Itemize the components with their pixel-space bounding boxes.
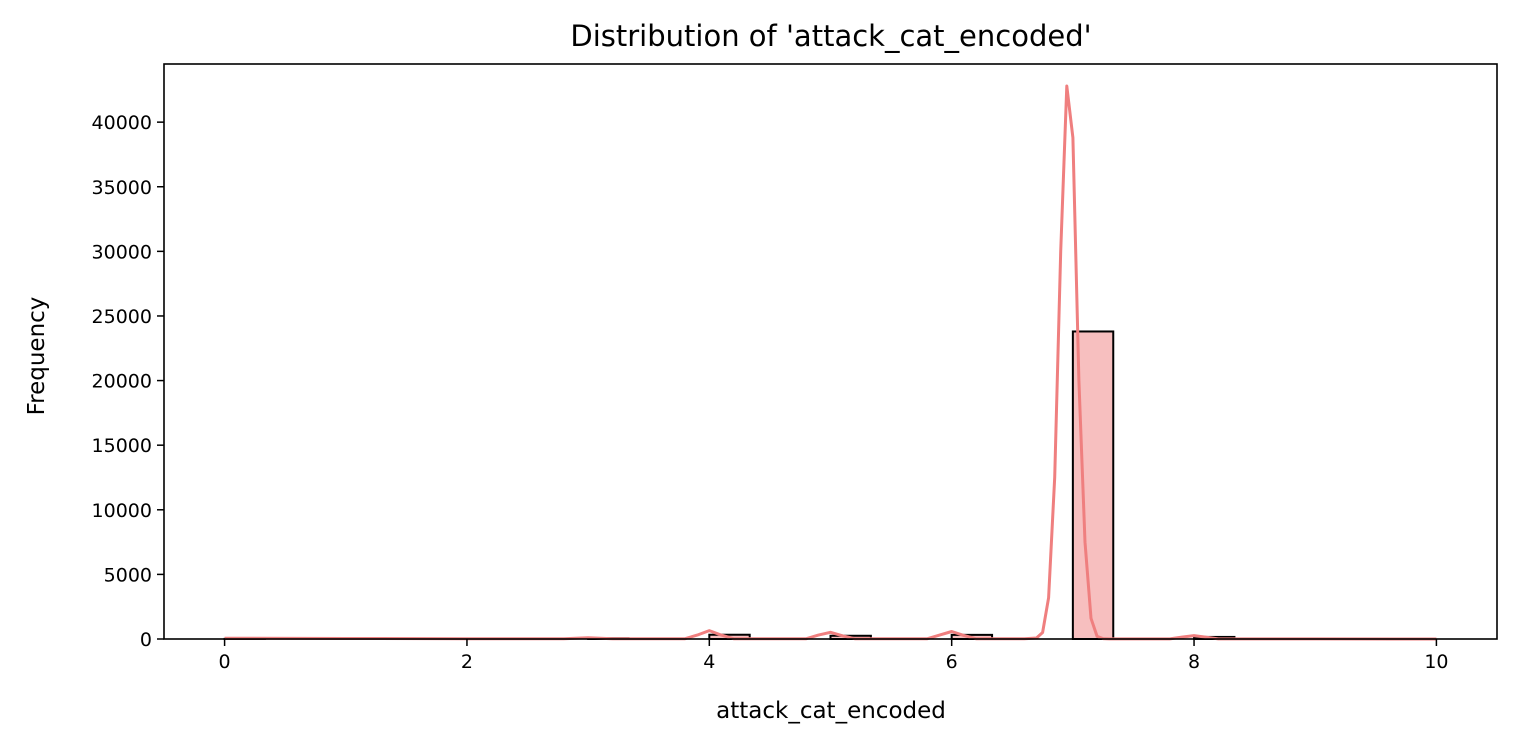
x-tick-label-0: 0 [219,651,231,673]
x-tick-label-4: 4 [703,651,715,673]
kde-curve-group [224,84,1437,641]
y-axis-label: Frequency [24,297,50,416]
y-tick-label-20000: 20000 [92,371,152,393]
y-tick-label-35000: 35000 [92,177,152,199]
y-tick-label-0: 0 [140,629,152,651]
x-tick-label-2: 2 [461,651,473,673]
y-tick-label-40000: 40000 [92,112,152,134]
y-tick-label-30000: 30000 [92,241,152,263]
x-tick-label-10: 10 [1424,651,1448,673]
y-axis-ticks: 0 5000 10000 15000 20000 25000 30000 35000 40000 [92,112,164,651]
plot-frame [163,63,1498,640]
kde-curve [224,84,1437,641]
histogram-bars [223,330,1357,641]
x-axis-label: attack_cat_encoded [716,698,946,724]
x-tick-label-8: 8 [1188,651,1200,673]
x-axis-ticks: 0 2 4 6 8 10 [219,639,1449,673]
y-tick-label-25000: 25000 [92,306,152,328]
chart-title: Distribution of 'attack_cat_encoded' [570,19,1091,53]
y-tick-label-15000: 15000 [92,435,152,457]
y-tick-label-10000: 10000 [92,500,152,522]
x-tick-label-6: 6 [946,651,958,673]
y-tick-label-5000: 5000 [104,564,152,586]
